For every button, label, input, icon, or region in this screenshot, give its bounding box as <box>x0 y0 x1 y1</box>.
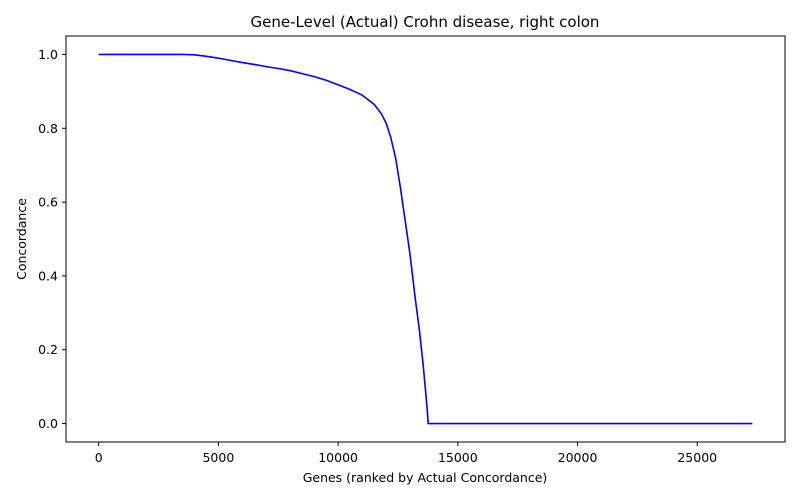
x-tick-label: 5000 <box>202 450 234 465</box>
y-tick-label: 0.4 <box>38 268 58 283</box>
plot-area <box>65 35 786 443</box>
series-line <box>98 53 753 425</box>
x-tick-label: 15000 <box>438 450 478 465</box>
chart-title: Gene-Level (Actual) Crohn disease, right… <box>251 13 600 31</box>
x-tick-label: 20000 <box>558 450 598 465</box>
y-tick-label: 1.0 <box>38 47 58 62</box>
y-axis: 0.0 0.2 0.4 0.6 0.8 1.0 <box>38 47 66 431</box>
x-axis-label: Genes (ranked by Actual Concordance) <box>303 470 548 485</box>
x-tick-label: 10000 <box>318 450 358 465</box>
x-tick-label: 25000 <box>677 450 717 465</box>
y-tick-label: 0.0 <box>38 416 58 431</box>
x-axis: 0 5000 10000 15000 20000 25000 <box>95 442 717 465</box>
y-tick-label: 0.6 <box>38 195 58 210</box>
y-tick-label: 0.2 <box>38 342 58 357</box>
y-axis-label: Concordance <box>14 198 29 280</box>
y-tick-label: 0.8 <box>38 121 58 136</box>
plot-frame <box>65 35 786 443</box>
x-tick-label: 0 <box>95 450 103 465</box>
